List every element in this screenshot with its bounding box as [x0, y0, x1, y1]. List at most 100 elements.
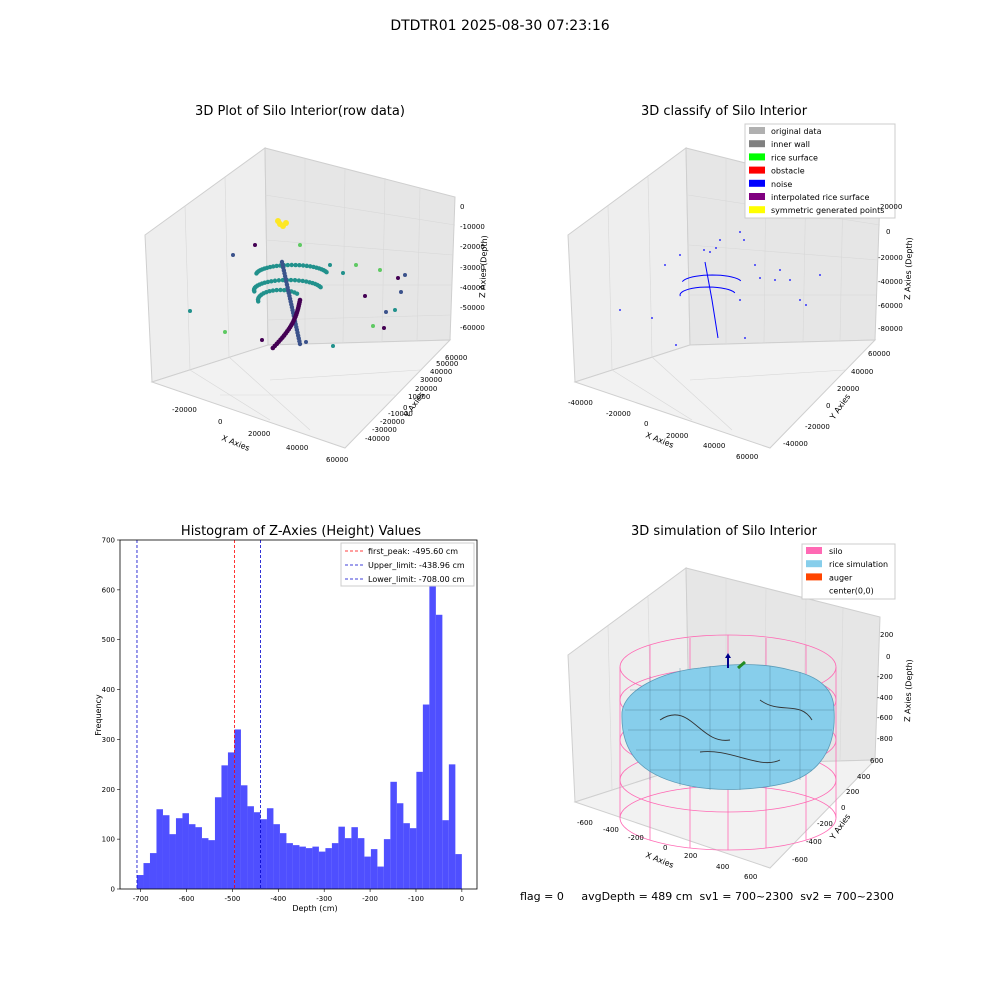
noise-point	[619, 309, 621, 311]
status-footer: flag = 0 avgDepth = 489 cm sv1 = 700~230…	[520, 890, 894, 903]
panel4-ytick: 400	[857, 773, 870, 781]
noise-point	[739, 299, 741, 301]
panel2-xtick: -20000	[606, 410, 631, 418]
noise-point	[779, 269, 781, 271]
noise-point	[774, 279, 776, 281]
legend-entry-label: Lower_limit: -708.00 cm	[368, 575, 465, 584]
panel3-vlines	[136, 540, 261, 889]
panel4-xtick: -600	[577, 819, 593, 827]
legend-swatch	[749, 206, 765, 214]
histogram-bar	[169, 834, 176, 889]
scatter-point	[292, 278, 298, 283]
histogram-bar	[357, 838, 365, 889]
histogram-bar	[201, 838, 209, 889]
scatter-point	[274, 287, 279, 293]
noise-point	[709, 251, 711, 253]
noise-point	[744, 337, 746, 339]
histogram-bar	[136, 875, 144, 889]
scatter-point	[269, 279, 274, 284]
panel1-xtick: 40000	[286, 444, 308, 452]
panel3-ylabel: Frequency	[94, 694, 103, 736]
panel4-ztick: -600	[877, 714, 893, 722]
scatter-point	[371, 324, 375, 328]
legend-swatch	[749, 179, 765, 187]
histogram-bar	[305, 848, 313, 889]
panel4-xlabel: X Axies	[644, 851, 675, 870]
noise-point	[719, 239, 721, 241]
scatter-point	[396, 276, 400, 280]
scatter-point	[304, 340, 308, 344]
noise-point	[759, 277, 761, 279]
noise-point	[819, 274, 821, 276]
center-arrow-icon	[725, 653, 731, 658]
panel2-ytick: 0	[826, 402, 830, 410]
panel2-ztick: -60000	[878, 302, 903, 310]
panel2-ztick: -20000	[878, 254, 903, 262]
legend-entry-label: original data	[771, 127, 822, 136]
histogram-bar	[279, 833, 287, 889]
panel4-ztick: -800	[877, 735, 893, 743]
histogram-bar	[338, 826, 345, 889]
panel1-ztick: -10000	[460, 223, 485, 231]
legend-swatch	[749, 127, 765, 134]
noise-point	[679, 254, 681, 256]
histogram-bar	[221, 765, 228, 889]
panel1-ytick: -10000	[388, 410, 413, 418]
legend-entry-label: rice simulation	[829, 560, 888, 569]
histogram-bar	[253, 812, 261, 889]
panel1-ytick: 40000	[430, 368, 452, 376]
histogram-bar	[266, 808, 274, 889]
noise-point	[651, 317, 653, 319]
panel2-xtick: 40000	[703, 442, 725, 450]
panel4-ytick: 600	[870, 757, 883, 765]
histogram-bar	[273, 824, 280, 889]
panel4-ytick: 200	[846, 788, 859, 796]
scatter-point	[253, 243, 257, 247]
histogram-bar	[351, 827, 358, 889]
histogram-bar	[240, 785, 248, 889]
noise-point	[703, 249, 705, 251]
scatter-point	[260, 338, 264, 342]
scatter-point	[324, 270, 329, 275]
scatter-point	[282, 287, 287, 293]
legend-swatch	[806, 560, 822, 568]
panel4-ztick: 200	[880, 631, 893, 639]
rice-surface-mesh	[625, 664, 834, 790]
scatter-point	[304, 279, 309, 284]
panel1-xtick: 60000	[326, 456, 348, 464]
panel1-ytick: -40000	[365, 435, 390, 443]
noise-point	[789, 279, 791, 281]
scatter-point	[300, 263, 306, 268]
panel3-legend: first_peak: -495.60 cm Upper_limit: -438.…	[345, 547, 465, 584]
panel1-ztick: -40000	[460, 284, 485, 292]
legend-entry-label: inner wall	[771, 140, 810, 149]
histogram-bar	[435, 614, 443, 889]
histogram-bar	[409, 828, 417, 889]
panel2-title: 3D classify of Silo Interior	[640, 104, 808, 119]
legend-entry-label: symmetric generated points	[771, 206, 884, 215]
noise-curve	[682, 274, 742, 283]
noise-point	[715, 247, 717, 249]
panel2-ytick: 60000	[868, 350, 890, 358]
y-tick-label: 200	[102, 786, 115, 794]
scatter-point	[285, 262, 291, 268]
panel2-ztick: 20000	[880, 203, 902, 211]
noise-curve	[679, 286, 736, 297]
scatter-point	[270, 345, 276, 351]
y-tick-label: 400	[102, 686, 115, 694]
noise-point	[799, 299, 801, 301]
panel2-ytick: -40000	[783, 440, 808, 448]
scatter-point	[267, 289, 272, 294]
scatter-point	[318, 285, 323, 290]
histogram-bar	[344, 838, 352, 889]
scatter-point	[300, 278, 305, 284]
panel2-xtick: 0	[644, 420, 648, 428]
panel2-xtick: 20000	[666, 432, 688, 440]
panel2-ztick: -40000	[878, 278, 903, 286]
x-tick-label: 0	[460, 895, 464, 903]
scatter-point	[384, 310, 388, 314]
panel4-ztick: -200	[877, 673, 893, 681]
legend-swatch	[749, 193, 765, 200]
figure-title: DTDTR01 2025-08-30 07:23:16	[390, 18, 610, 34]
